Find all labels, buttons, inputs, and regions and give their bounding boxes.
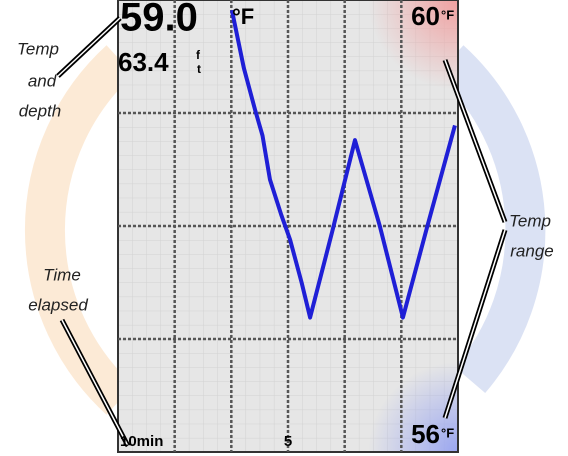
temp-unit: °F [232, 4, 254, 29]
depth-unit: t [197, 62, 201, 76]
callout: Temp [509, 211, 551, 230]
callout: Temp [17, 39, 59, 58]
x-tick-label: 5 [284, 433, 292, 450]
callout: range [510, 241, 553, 260]
depth-unit: f [196, 48, 201, 62]
warm-shade [368, 0, 458, 90]
callout-lines [56, 16, 508, 448]
callout: Time [43, 265, 81, 284]
temp-readout: 59.0 [120, 0, 198, 40]
y-tick-unit: °F [441, 425, 454, 440]
y-tick-label: 56 [411, 419, 440, 449]
callout: and [28, 71, 57, 90]
temp-line [229, 9, 457, 320]
callout: depth [19, 101, 62, 120]
x-tick-label: 10min [120, 433, 163, 450]
y-tick-unit: °F [441, 7, 454, 22]
cool-shade [368, 362, 458, 452]
y-tick-label: 60 [411, 1, 440, 31]
depth-readout: 63.4 [118, 47, 169, 77]
callout: elapsed [28, 295, 88, 314]
